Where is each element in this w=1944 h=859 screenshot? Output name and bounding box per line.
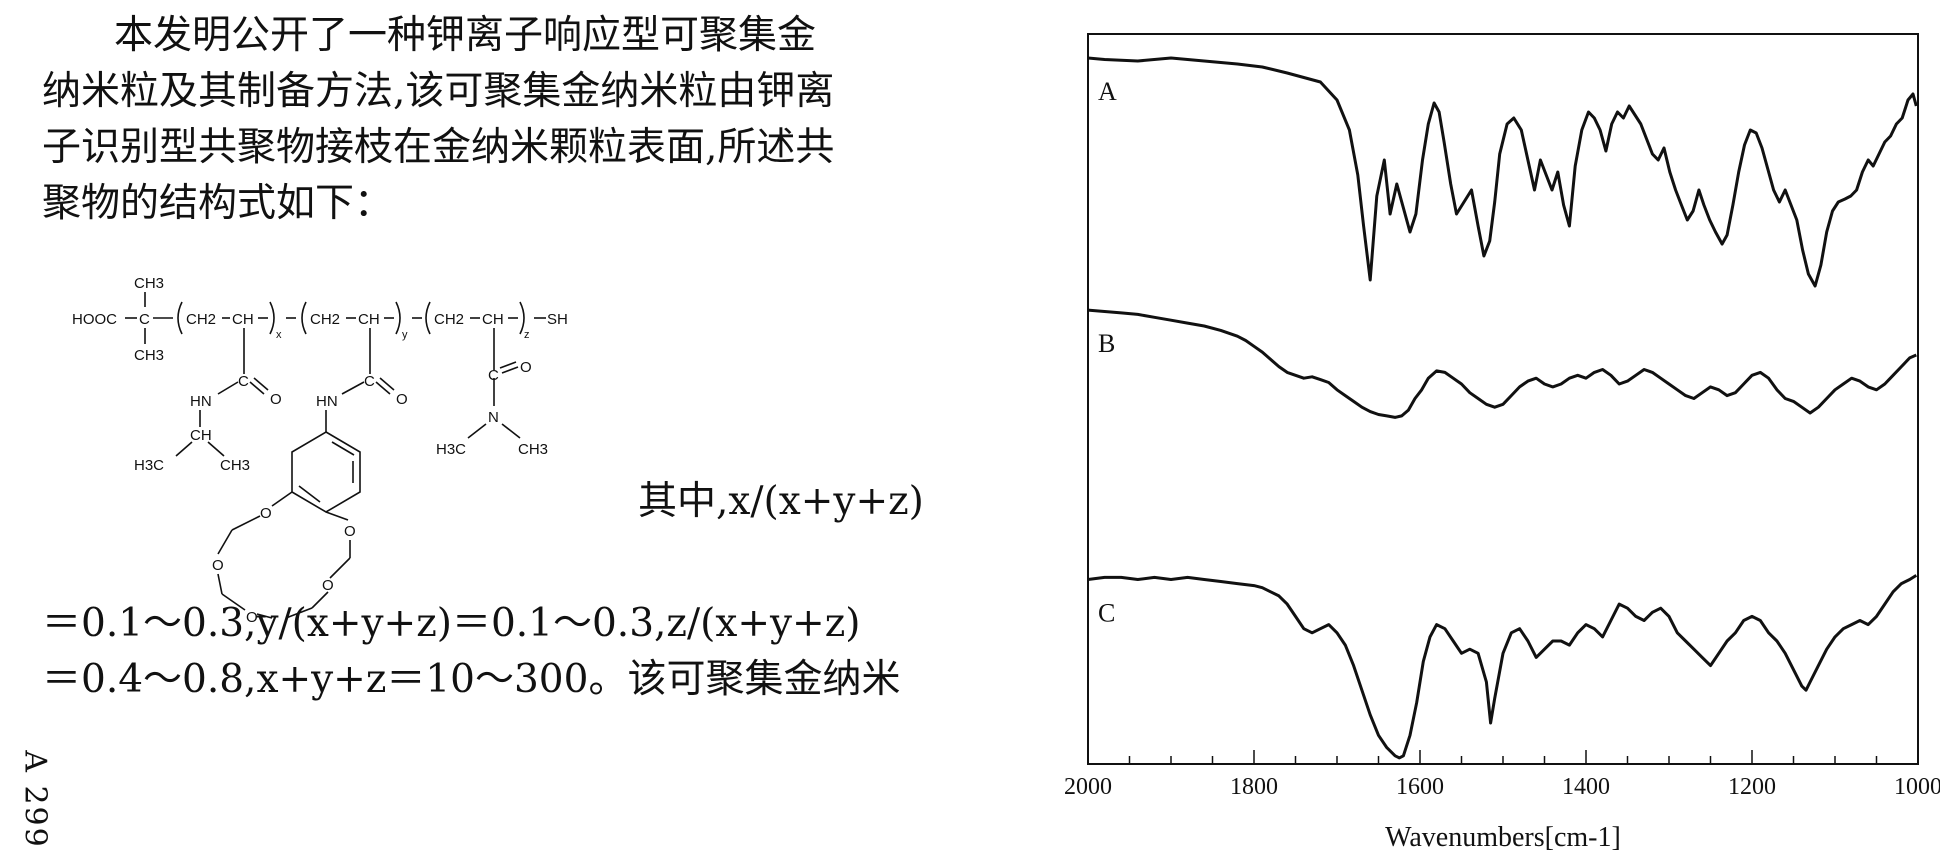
label-crown-o1: O	[260, 505, 272, 522]
text-line-5: ＝0.1～0.3,y/(x+y+z)＝0.1～0.3,z/(x+y+z)	[42, 601, 861, 646]
label-ch-isopropyl: CH	[190, 427, 212, 444]
label-o1: O	[270, 391, 282, 408]
label-hn1: HN	[190, 393, 212, 410]
label-hn2: HN	[316, 393, 338, 410]
x-axis-label: Wavenumbers[cm-1]	[1385, 822, 1621, 853]
x-axis-tick-labels: 2000 1800 1600 1400 1200 1000	[1064, 774, 1940, 800]
label-subscript-z: z	[524, 329, 530, 341]
label-ch2-1: CH2	[186, 311, 216, 328]
wherein-text: 其中,x/(x+y+z)	[638, 479, 924, 524]
series-label-c: C	[1098, 599, 1115, 628]
series-line-c	[1087, 574, 1918, 760]
publication-side-code: A 299	[17, 750, 53, 849]
text-line-1: 本发明公开了一种钾离子响应型可聚集金	[114, 13, 817, 58]
text-line-2: 纳米粒及其制备方法,该可聚集金纳米粒由钾离	[42, 69, 835, 114]
text-line-6: ＝0.4～0.8,x+y+z＝10～300。该可聚集金纳米	[42, 657, 901, 702]
label-sh: SH	[547, 311, 568, 328]
label-ch-3: CH	[482, 311, 504, 328]
label-o2: O	[396, 391, 408, 408]
spectrum-series-labels: A B C	[1098, 77, 1117, 628]
series-label-b: B	[1098, 329, 1115, 358]
label-ch-1: CH	[232, 311, 254, 328]
label-h3c-isopropyl: H3C	[134, 457, 164, 474]
label-crown-o3: O	[246, 609, 258, 626]
series-label-a: A	[1098, 77, 1117, 106]
label-c-amide2: C	[364, 373, 375, 390]
label-c-amide3: C	[488, 367, 499, 384]
x-tick-label-1000: 1000	[1894, 774, 1940, 800]
label-crown-o4: O	[322, 577, 334, 594]
spectrum-series	[1087, 56, 1918, 760]
label-n-dimethyl: N	[488, 409, 499, 426]
x-tick-label-1600: 1600	[1396, 774, 1444, 800]
copolymer-structure-diagram: CH3 HOOC C CH3 CH2 CH x CH2 CH y CH2 CH …	[72, 275, 568, 626]
label-crown-o2: O	[212, 557, 224, 574]
series-line-a	[1087, 56, 1918, 288]
label-ch3-isopropyl: CH3	[220, 457, 250, 474]
label-ch2-3: CH2	[434, 311, 464, 328]
ratio-paragraph: ＝0.1～0.3,y/(x+y+z)＝0.1～0.3,z/(x+y+z) ＝0.…	[42, 596, 901, 708]
label-subscript-y: y	[402, 329, 408, 341]
label-c-main: C	[139, 311, 150, 328]
label-ch3-dimethyl: CH3	[518, 441, 548, 458]
label-h3c-dimethyl: H3C	[436, 441, 466, 458]
x-tick-label-1200: 1200	[1728, 774, 1776, 800]
x-tick-label-1400: 1400	[1562, 774, 1610, 800]
structure-bonds	[125, 292, 546, 619]
label-subscript-x: x	[276, 329, 282, 341]
text-line-4: 聚物的结构式如下：	[42, 181, 394, 226]
label-hooc: HOOC	[72, 311, 117, 328]
x-tick-label-2000: 2000	[1064, 774, 1112, 800]
text-line-3: 子识别型共聚物接枝在金纳米颗粒表面,所述共	[42, 125, 835, 170]
label-ch3-top: CH3	[134, 275, 164, 292]
structure-atom-labels: CH3 HOOC C CH3 CH2 CH x CH2 CH y CH2 CH …	[72, 275, 568, 626]
label-ch2-2: CH2	[310, 311, 340, 328]
series-line-b	[1087, 308, 1917, 419]
ir-spectrum-chart: 2000 1800 1600 1400 1200 1000 A B C Wavenumbers…	[1064, 33, 1940, 853]
label-ch3-below: CH3	[134, 347, 164, 364]
x-tick-label-1800: 1800	[1230, 774, 1278, 800]
label-o3: O	[520, 359, 532, 376]
label-crown-o5: O	[344, 523, 356, 540]
label-c-amide1: C	[238, 373, 249, 390]
x-axis-ticks	[1087, 750, 1919, 764]
label-ch-2: CH	[358, 311, 380, 328]
intro-paragraph: 本发明公开了一种钾离子响应型可聚集金 纳米粒及其制备方法,该可聚集金纳米粒由钾离…	[42, 8, 835, 232]
